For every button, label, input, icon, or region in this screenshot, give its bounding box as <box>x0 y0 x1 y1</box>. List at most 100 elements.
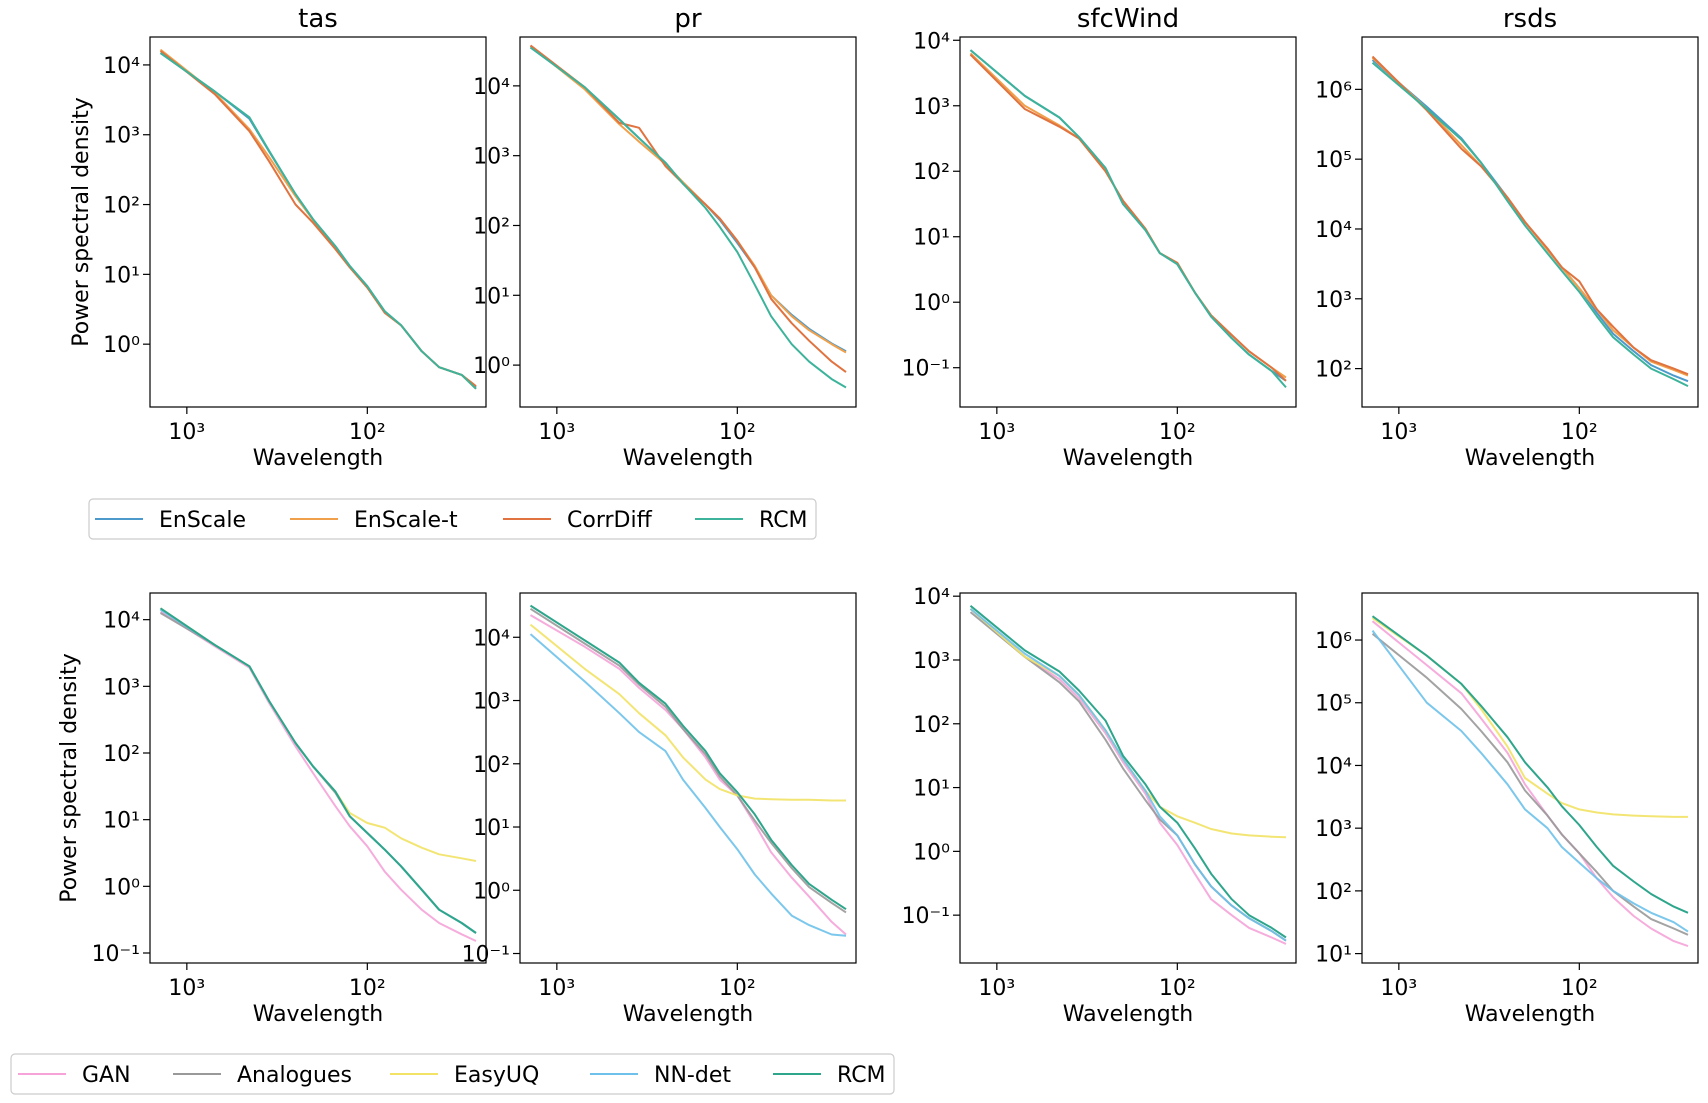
y-tick-label: 10² <box>103 742 140 767</box>
y-axis-title: Power spectral density <box>57 653 82 903</box>
y-tick-label: 10⁴ <box>913 29 950 54</box>
x-axis-title: Wavelength <box>253 1002 384 1027</box>
series-line-rcm <box>1371 615 1689 914</box>
x-axis-title: Wavelength <box>1063 1002 1194 1027</box>
y-tick-label: 10⁰ <box>913 291 950 316</box>
series-line-nn-det <box>1371 629 1689 933</box>
y-tick-label: 10³ <box>103 124 140 149</box>
x-tick-label: 10² <box>349 976 386 1001</box>
y-tick-label: 10⁰ <box>103 875 140 900</box>
x-tick-label: 10² <box>1159 976 1196 1001</box>
y-tick-label: 10³ <box>913 95 950 120</box>
axes-frame <box>149 592 487 964</box>
legend-label-rcm: RCM <box>759 508 808 533</box>
series-line-enscale <box>1371 59 1689 383</box>
y-tick-label: 10⁻¹ <box>92 942 140 967</box>
series-line-gan <box>159 610 477 942</box>
series-line-gan <box>529 614 847 936</box>
panel-title: rsds <box>1503 4 1557 34</box>
legend-label-nn-det: NN-det <box>654 1063 731 1088</box>
y-tick-label: 10² <box>473 214 510 239</box>
y-tick-label: 10³ <box>1315 817 1352 842</box>
x-tick-label: 10² <box>349 420 386 445</box>
y-tick-label: 10³ <box>103 675 140 700</box>
x-tick-label: 10³ <box>538 976 575 1001</box>
y-tick-label: 10⁻¹ <box>462 943 510 968</box>
panel-title: sfcWind <box>1077 4 1179 34</box>
x-axis-title: Wavelength <box>623 446 754 471</box>
x-tick-label: 10² <box>719 976 756 1001</box>
series-line-rcm <box>159 607 477 934</box>
y-tick-label: 10² <box>473 753 510 778</box>
y-tick-label: 10⁻¹ <box>902 904 950 929</box>
x-tick-label: 10² <box>1561 976 1598 1001</box>
series-line-enscale-t <box>529 45 847 354</box>
x-tick-label: 10³ <box>168 976 205 1001</box>
y-tick-label: 10³ <box>473 690 510 715</box>
y-tick-label: 10³ <box>913 649 950 674</box>
x-axis-title: Wavelength <box>1063 446 1194 471</box>
x-tick-label: 10³ <box>1380 420 1417 445</box>
axes-frame <box>959 36 1297 408</box>
legend-top: EnScale EnScale-t CorrDiff RCM <box>88 498 817 540</box>
series-line-enscale-t <box>159 48 477 390</box>
x-tick-label: 10² <box>1561 420 1598 445</box>
x-tick-label: 10² <box>719 420 756 445</box>
y-tick-label: 10⁴ <box>1315 754 1352 779</box>
axes-frame <box>1361 36 1699 408</box>
series-line-enscale-t <box>1371 57 1689 377</box>
series-line-easyuq <box>1371 617 1688 818</box>
axes-frame <box>519 592 857 964</box>
x-axis-title: Wavelength <box>1465 1002 1596 1027</box>
series-line-analogues <box>969 611 1287 942</box>
x-tick-label: 10³ <box>538 420 575 445</box>
y-tick-label: 10⁴ <box>473 75 510 100</box>
series-line-rcm <box>1371 62 1689 387</box>
y-tick-label: 10¹ <box>473 816 510 841</box>
axes-frame <box>149 36 487 408</box>
series-line-rcm <box>529 46 847 389</box>
series-line-gan <box>1371 620 1689 948</box>
y-tick-label: 10¹ <box>913 777 950 802</box>
series-line-corrdiff <box>159 50 477 387</box>
series-line-easyuq <box>159 607 477 862</box>
y-tick-label: 10⁻¹ <box>902 357 950 382</box>
y-tick-label: 10² <box>103 194 140 219</box>
x-tick-label: 10³ <box>1380 976 1417 1001</box>
series-line-enscale <box>159 52 477 389</box>
series-line-easyuq <box>969 608 1287 839</box>
legend-bottom: GAN Analogues EasyUQ NN-det RCM <box>10 1053 895 1095</box>
y-tick-label: 10⁴ <box>913 585 950 610</box>
legend-frame <box>10 1053 895 1095</box>
y-tick-label: 10¹ <box>103 263 140 288</box>
legend-label-analogues: Analogues <box>237 1063 352 1088</box>
series-line-enscale <box>529 46 847 353</box>
axes-frame <box>519 36 857 408</box>
series-line-gan <box>969 608 1287 945</box>
x-axis-title: Wavelength <box>253 446 384 471</box>
y-axis-title: Power spectral density <box>69 97 94 347</box>
y-tick-label: 10⁶ <box>1315 78 1352 103</box>
legend-label-rcm: RCM <box>837 1063 886 1088</box>
y-tick-label: 10⁰ <box>103 333 140 358</box>
series-line-corrdiff <box>1371 55 1689 376</box>
legend-label-enscale: EnScale <box>159 508 246 533</box>
y-tick-label: 10⁴ <box>1315 218 1352 243</box>
y-tick-label: 10² <box>1315 880 1352 905</box>
x-tick-label: 10³ <box>168 420 205 445</box>
series-line-easyuq <box>529 623 846 802</box>
y-tick-label: 10⁰ <box>913 840 950 865</box>
series-line-analogues <box>1371 633 1689 936</box>
y-tick-label: 10⁴ <box>473 626 510 651</box>
y-tick-label: 10³ <box>473 145 510 170</box>
legend-label-enscale-t: EnScale-t <box>354 508 458 533</box>
series-line-nn-det <box>529 633 847 937</box>
